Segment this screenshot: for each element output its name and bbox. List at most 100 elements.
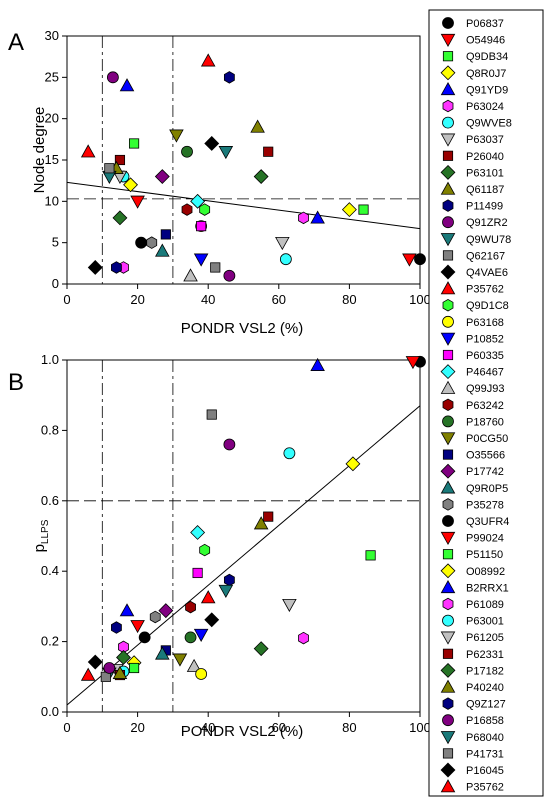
legend-marker-p61205 <box>440 631 456 645</box>
legend-label: P63024 <box>466 101 504 113</box>
panel-b-x-tick-label: 100 <box>409 720 431 735</box>
legend-label: P35278 <box>466 499 504 511</box>
legend-label: P40240 <box>466 682 504 694</box>
panel-a-x-tick-label: 0 <box>63 292 70 307</box>
legend-marker-p99024 <box>440 531 456 546</box>
data-point-p61205 <box>282 598 297 613</box>
legend-label: P35762 <box>466 284 504 296</box>
data-point-o35566 <box>160 229 171 240</box>
legend-marker-p63101 <box>440 164 456 180</box>
data-point-p35278 <box>146 236 158 249</box>
legend-label: P68040 <box>466 732 504 744</box>
legend-label: P46467 <box>466 367 504 379</box>
data-point-p06837 <box>138 631 151 644</box>
panel-b-plot-frame <box>66 359 421 713</box>
legend-label: P63001 <box>466 616 504 628</box>
legend-label: Q91YD9 <box>466 84 508 96</box>
legend-label: P60335 <box>466 350 504 362</box>
data-point-q99j93 <box>186 658 202 672</box>
panel-b-x-tick-label: 40 <box>201 720 215 735</box>
legend-label: Q99J93 <box>466 383 505 395</box>
data-point-o54946 <box>130 620 145 634</box>
data-point-p99024 <box>130 195 145 209</box>
data-point-p06837 <box>414 253 426 266</box>
data-point-p62331 <box>263 511 274 522</box>
legend-label: Q9DB34 <box>466 51 508 63</box>
data-point-q9wu78 <box>218 146 234 160</box>
panel-a-x-tick-label: 80 <box>342 292 356 307</box>
panel-a-y-tick-label: 15 <box>45 152 59 167</box>
legend-marker-q61187 <box>440 181 456 195</box>
legend-label: Q91ZR2 <box>466 217 508 229</box>
legend-label: P63242 <box>466 400 504 412</box>
panel-a-letter: A <box>8 29 24 56</box>
data-point-q4vae6 <box>204 612 220 628</box>
data-point-p60335 <box>196 221 207 232</box>
panel-a-y-tick-label: 10 <box>45 193 59 208</box>
data-point-p11499 <box>223 573 235 587</box>
legend-marker-q91zr2 <box>442 216 454 229</box>
legend-marker-p46467 <box>440 364 456 380</box>
legend-label: P99024 <box>466 533 504 545</box>
legend-label: O35566 <box>466 450 505 462</box>
legend-label: O08992 <box>466 566 505 578</box>
data-point-q9r0p5 <box>155 243 170 257</box>
legend-label: P61205 <box>466 632 504 644</box>
data-point-p26040 <box>263 146 274 157</box>
data-point-p63242 <box>185 600 196 614</box>
legend-marker-p18760 <box>442 415 454 428</box>
panel-b-x-tick-label: 0 <box>63 720 70 735</box>
data-point-p40240 <box>253 516 269 530</box>
legend-label: P51150 <box>466 549 503 561</box>
legend-marker-q99j93 <box>440 380 456 394</box>
data-point-p51150 <box>128 138 140 149</box>
data-point-q91zr2 <box>103 662 116 674</box>
panel-b-y-axis-title: pLLPS <box>31 519 51 552</box>
data-point-p63242 <box>181 203 193 216</box>
legend-marker-p63168 <box>442 315 454 328</box>
legend-marker-q91yd9 <box>440 81 456 96</box>
data-point-q9z127 <box>111 261 122 274</box>
legend-label: P17182 <box>466 665 504 677</box>
legend-marker-p35762 <box>440 281 456 295</box>
panel-a-x-tick-label: 100 <box>409 292 431 307</box>
legend-marker-p62331 <box>442 648 454 659</box>
legend-marker-p41731 <box>442 748 454 759</box>
panel-a-y-tick-label: 25 <box>45 69 59 84</box>
legend-marker-p16858 <box>442 714 454 727</box>
legend-marker-p35762 <box>440 779 456 793</box>
legend-marker-q62167 <box>442 250 454 261</box>
legend-label: Q3UFR4 <box>466 516 509 528</box>
legend-label: P17742 <box>466 466 504 478</box>
legend-marker-q9wve8 <box>442 116 454 129</box>
legend-marker-q9db34 <box>442 51 454 62</box>
data-point-q4vae6 <box>204 136 220 151</box>
panel-a-y-tick-label: 5 <box>52 235 59 250</box>
data-point-p41731 <box>206 409 217 420</box>
data-point-p63024 <box>298 631 309 645</box>
legend-marker-o54946 <box>440 33 456 48</box>
data-point-p63024 <box>298 211 309 225</box>
panel-b-letter: B <box>8 369 24 396</box>
legend-label: P16858 <box>466 715 504 727</box>
data-point-p35762 <box>80 144 96 158</box>
legend-marker-p35278 <box>442 498 454 511</box>
legend-marker-p68040 <box>440 731 456 745</box>
data-point-p35762 <box>200 590 216 604</box>
panel-a: A Node degree PONDR VSL2 (%) 0 20 40 60 80 10… <box>8 28 431 337</box>
data-point-q91zr2 <box>223 269 236 282</box>
panel-b-y-tick-label: 0.8 <box>41 422 59 437</box>
data-point-q61187 <box>112 665 128 679</box>
legend-label: P63037 <box>466 134 504 146</box>
data-point-p18760 <box>184 631 197 644</box>
legend-marker-p17182 <box>440 662 456 678</box>
data-point-p51150 <box>365 550 376 561</box>
panel-b-x-tick-label: 60 <box>272 720 286 735</box>
panel-b-y-tick-label: 0.0 <box>41 704 59 719</box>
panel-a-y-tick-label: 20 <box>45 111 59 126</box>
panel-b-y-axis-p: p <box>31 544 48 552</box>
data-point-q99j93 <box>183 268 198 282</box>
panel-b-y-tick-label: 0.6 <box>41 493 59 508</box>
data-point-p11499 <box>223 71 235 84</box>
data-point-p18760 <box>181 145 193 158</box>
